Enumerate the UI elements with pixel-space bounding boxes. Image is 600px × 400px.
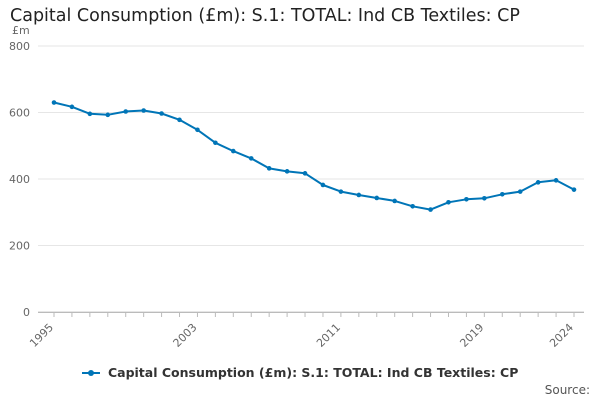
x-tick-label: 2019: [457, 321, 486, 350]
legend-swatch-icon: [81, 368, 100, 378]
data-point[interactable]: [464, 196, 469, 202]
y-axis-unit-label: £m: [12, 24, 30, 37]
data-point[interactable]: [392, 198, 397, 204]
y-axis-ticks: 0 200 400 600 800: [9, 40, 30, 319]
data-point[interactable]: [428, 207, 433, 212]
data-point[interactable]: [51, 100, 57, 105]
data-point[interactable]: [248, 156, 254, 161]
series-line: [53, 101, 575, 211]
x-tick-label: 1995: [27, 321, 56, 350]
data-point[interactable]: [105, 112, 111, 118]
data-point[interactable]: [374, 195, 380, 201]
y-tick-label: 0: [23, 306, 30, 319]
legend-label: Capital Consumption (£m): S.1: TOTAL: In…: [107, 365, 519, 380]
y-tick-label: 800: [9, 40, 30, 53]
data-point[interactable]: [266, 166, 272, 171]
y-tick-label: 600: [9, 107, 30, 120]
legend[interactable]: Capital Consumption (£m): S.1: TOTAL: In…: [0, 364, 600, 380]
data-point[interactable]: [571, 187, 577, 192]
x-axis-ticks: 1995 2003 2011 2019 2024: [27, 312, 576, 350]
y-tick-label: 400: [9, 173, 30, 186]
data-point[interactable]: [517, 189, 523, 194]
source-label: Source:: [544, 383, 590, 397]
data-point[interactable]: [123, 109, 129, 114]
data-point[interactable]: [302, 171, 308, 176]
data-point[interactable]: [553, 178, 559, 183]
data-point[interactable]: [141, 108, 146, 113]
chart-title: Capital Consumption (£m): S.1: TOTAL: In…: [10, 6, 520, 26]
x-tick-label: 2024: [547, 321, 576, 350]
axes: £m: [12, 24, 584, 313]
data-point[interactable]: [499, 191, 505, 197]
series-layer: [51, 100, 577, 212]
x-tick-label: 2011: [314, 321, 343, 350]
data-point[interactable]: [482, 195, 487, 201]
data-point[interactable]: [177, 117, 182, 123]
data-point[interactable]: [284, 169, 290, 174]
x-tick-label: 2003: [171, 321, 200, 350]
data-point[interactable]: [535, 180, 541, 185]
data-point[interactable]: [159, 111, 164, 116]
data-point[interactable]: [231, 148, 236, 154]
data-point[interactable]: [338, 189, 344, 194]
data-point[interactable]: [87, 111, 93, 117]
data-point[interactable]: [195, 127, 200, 133]
y-tick-label: 200: [9, 240, 30, 253]
data-point[interactable]: [410, 203, 415, 209]
data-point[interactable]: [446, 199, 451, 205]
data-point[interactable]: [69, 104, 75, 110]
data-point[interactable]: [320, 182, 326, 188]
data-point[interactable]: [213, 140, 218, 146]
data-point[interactable]: [356, 192, 362, 198]
gridlines: [38, 45, 584, 313]
